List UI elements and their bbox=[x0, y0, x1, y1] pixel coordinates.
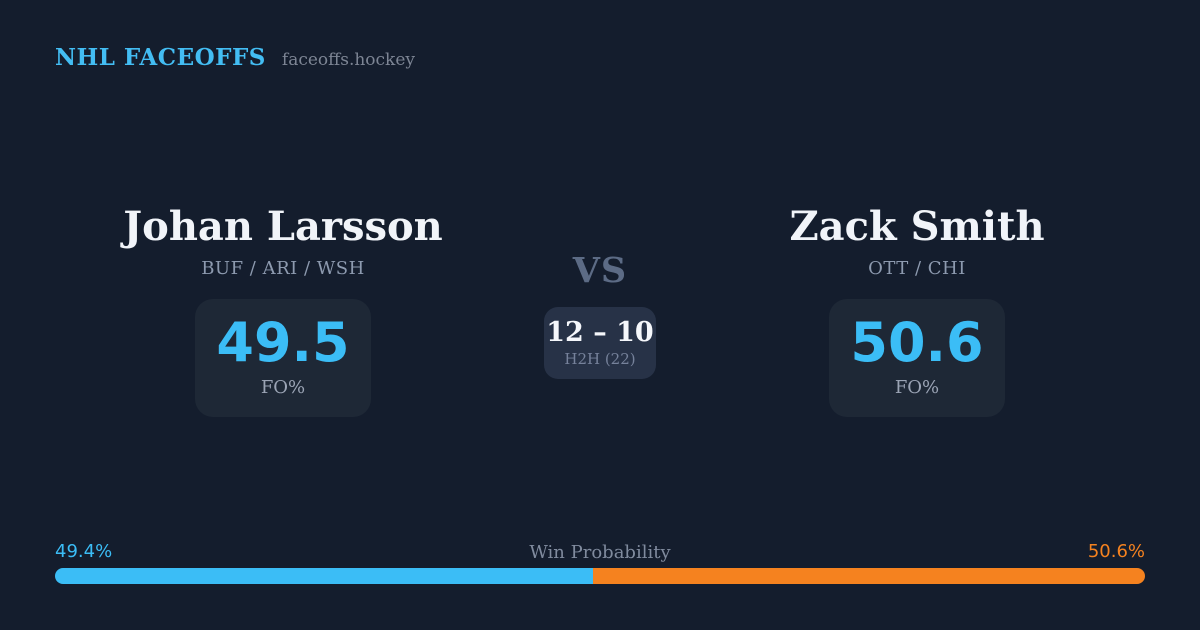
player-right-teams: OTT / CHI bbox=[868, 258, 966, 279]
player-left-column: Johan Larsson BUF / ARI / WSH 49.5 FO% bbox=[95, 205, 471, 417]
player-left-stat-box: 49.5 FO% bbox=[195, 299, 371, 417]
h2h-label: H2H (22) bbox=[564, 349, 636, 368]
win-probability-title: Win Probability bbox=[529, 542, 671, 563]
player-right-fo-label: FO% bbox=[894, 377, 940, 398]
win-probability-labels: 49.4% Win Probability 50.6% bbox=[55, 541, 1145, 563]
vs-column: VS 12 – 10 H2H (22) bbox=[450, 253, 750, 379]
player-left-fo-value: 49.5 bbox=[216, 311, 350, 374]
player-left-name: Johan Larsson bbox=[123, 203, 443, 250]
win-probability-right-pct: 50.6% bbox=[1087, 541, 1145, 562]
player-right-fo-value: 50.6 bbox=[850, 311, 984, 374]
win-probability-left-pct: 49.4% bbox=[55, 541, 113, 562]
player-right-name: Zack Smith bbox=[789, 203, 1045, 250]
player-right-column: Zack Smith OTT / CHI 50.6 FO% bbox=[729, 205, 1105, 417]
brand-title: NHL FACEOFFS bbox=[55, 44, 266, 71]
win-probability-bar bbox=[55, 568, 1145, 584]
win-probability-bar-right-segment bbox=[593, 568, 1145, 584]
h2h-score: 12 – 10 bbox=[546, 317, 654, 348]
win-probability-bar-left-segment bbox=[55, 568, 594, 584]
vs-label: VS bbox=[572, 250, 628, 291]
brand-site-url: faceoffs.hockey bbox=[281, 50, 416, 70]
player-left-teams: BUF / ARI / WSH bbox=[201, 258, 365, 279]
h2h-box: 12 – 10 H2H (22) bbox=[544, 307, 656, 379]
player-right-stat-box: 50.6 FO% bbox=[829, 299, 1005, 417]
player-left-fo-label: FO% bbox=[260, 377, 306, 398]
header: NHL FACEOFFS faceoffs.hockey bbox=[55, 44, 415, 71]
